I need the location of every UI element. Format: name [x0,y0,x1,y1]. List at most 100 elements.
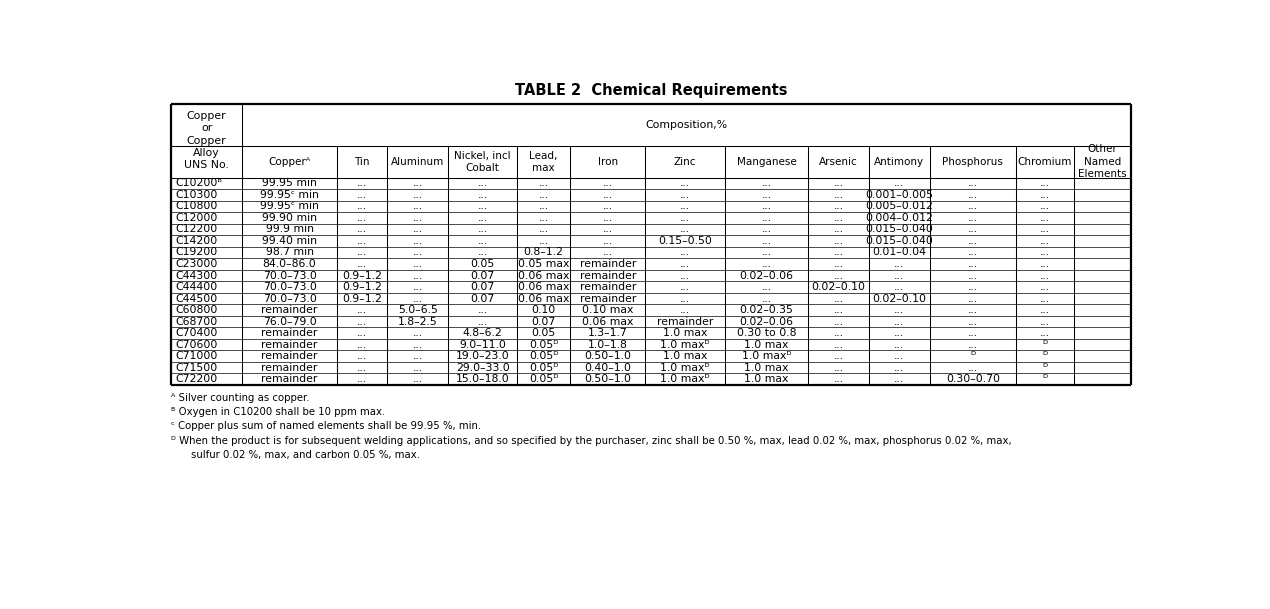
Text: ...: ... [478,225,488,234]
Text: ...: ... [681,270,691,281]
Text: ...: ... [833,259,843,269]
Text: 1.0 maxᴰ: 1.0 maxᴰ [660,340,710,350]
Text: Composition,%: Composition,% [645,119,728,130]
Text: ...: ... [357,178,367,188]
Text: ...: ... [413,202,423,211]
Text: 0.05ᴰ: 0.05ᴰ [528,340,559,350]
Text: ...: ... [1040,282,1050,292]
Text: ...: ... [681,282,691,292]
Text: ...: ... [1040,190,1050,200]
Text: ...: ... [762,259,772,269]
Text: ...: ... [357,202,367,211]
Text: ...: ... [833,270,843,281]
Text: remainder: remainder [579,282,636,292]
Text: 0.07: 0.07 [470,270,495,281]
Text: ...: ... [762,236,772,246]
Text: ...: ... [357,328,367,338]
Text: 0.02–0.35: 0.02–0.35 [739,305,794,315]
Text: ...: ... [1040,305,1050,315]
Text: C19200: C19200 [175,247,217,258]
Text: ...: ... [833,236,843,246]
Text: 1.3–1.7: 1.3–1.7 [588,328,627,338]
Text: ...: ... [762,190,772,200]
Text: ...: ... [833,305,843,315]
Text: ...: ... [968,202,978,211]
Text: ...: ... [833,340,843,350]
Text: ...: ... [681,294,691,303]
Text: C70400: C70400 [175,328,218,338]
Text: 0.30–0.70: 0.30–0.70 [946,374,999,384]
Text: ...: ... [968,259,978,269]
Text: Other
Named
Elements: Other Named Elements [1078,144,1126,179]
Text: 1.0 maxᴰ: 1.0 maxᴰ [660,374,710,384]
Text: ...: ... [833,294,843,303]
Text: ...: ... [762,213,772,223]
Text: remainder: remainder [262,351,318,361]
Text: C71500: C71500 [175,362,217,373]
Text: 0.015–0.040: 0.015–0.040 [865,236,933,246]
Text: C12200: C12200 [175,225,217,234]
Text: remainder: remainder [657,317,714,326]
Text: ...: ... [357,317,367,326]
Text: 0.10: 0.10 [531,305,556,315]
Text: C23000: C23000 [175,259,218,269]
Text: ...: ... [1040,294,1050,303]
Text: 0.001–0.005: 0.001–0.005 [865,190,933,200]
Text: ...: ... [681,305,691,315]
Text: Tin: Tin [354,157,370,167]
Text: Aluminum: Aluminum [391,157,444,167]
Text: ...: ... [478,202,488,211]
Text: ...: ... [1040,270,1050,281]
Text: ...: ... [968,328,978,338]
Text: Iron: Iron [598,157,617,167]
Text: ...: ... [833,202,843,211]
Text: ...: ... [968,305,978,315]
Text: 0.50–1.0: 0.50–1.0 [584,351,631,361]
Text: C10200ᴮ: C10200ᴮ [175,178,222,188]
Text: 0.02–0.06: 0.02–0.06 [739,270,794,281]
Text: ...: ... [357,236,367,246]
Text: ...: ... [413,270,423,281]
Text: ...: ... [968,340,978,350]
Text: ...: ... [1040,202,1050,211]
Text: ...: ... [968,317,978,326]
Text: 1.0 maxᴰ: 1.0 maxᴰ [742,351,791,361]
Text: 99.95ᶜ min: 99.95ᶜ min [260,202,319,211]
Text: ...: ... [413,259,423,269]
Text: 0.15–0.50: 0.15–0.50 [658,236,712,246]
Text: ...: ... [968,178,978,188]
Text: ...: ... [413,236,423,246]
Text: C60800: C60800 [175,305,218,315]
Text: ...: ... [478,178,488,188]
Text: ᶜ Copper plus sum of named elements shall be 99.95 %, min.: ᶜ Copper plus sum of named elements shal… [170,421,480,432]
Text: ...: ... [681,213,691,223]
Text: remainder: remainder [579,270,636,281]
Text: C68700: C68700 [175,317,217,326]
Text: Manganese: Manganese [737,157,796,167]
Text: ...: ... [478,247,488,258]
Text: 0.07: 0.07 [470,282,495,292]
Text: ...: ... [413,340,423,350]
Text: ...: ... [681,178,691,188]
Text: ...: ... [681,225,691,234]
Text: 15.0–18.0: 15.0–18.0 [456,374,509,384]
Text: ...: ... [894,317,904,326]
Text: ...: ... [413,247,423,258]
Text: ...: ... [1040,317,1050,326]
Text: 0.40–1.0: 0.40–1.0 [584,362,631,373]
Text: 4.8–6.2: 4.8–6.2 [462,328,503,338]
Text: 98.7 min: 98.7 min [265,247,314,258]
Text: 0.005–0.012: 0.005–0.012 [865,202,933,211]
Text: ...: ... [1040,247,1050,258]
Text: 0.50–1.0: 0.50–1.0 [584,374,631,384]
Text: ᴬ Silver counting as copper.: ᴬ Silver counting as copper. [170,393,309,403]
Text: C10300: C10300 [175,190,218,200]
Text: 0.05ᴰ: 0.05ᴰ [528,362,559,373]
Text: C72200: C72200 [175,374,217,384]
Text: ...: ... [894,282,904,292]
Text: ...: ... [478,305,488,315]
Text: ...: ... [478,317,488,326]
Text: 99.9 min: 99.9 min [265,225,314,234]
Text: ...: ... [894,340,904,350]
Text: ...: ... [603,190,613,200]
